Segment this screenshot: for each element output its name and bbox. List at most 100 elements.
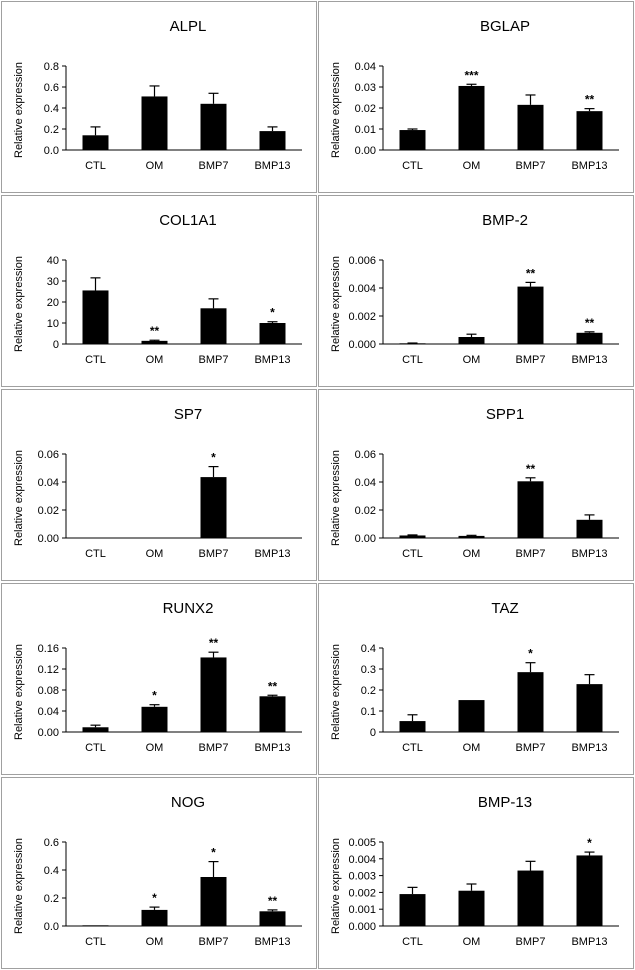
- x-category-label: BMP7: [516, 160, 546, 172]
- bar-bmp13: [259, 696, 286, 732]
- significance-marker: *: [211, 846, 216, 860]
- chart-title: COL1A1: [159, 212, 217, 229]
- bar-bmp13: [576, 855, 603, 926]
- x-category-label: BMP13: [571, 742, 607, 754]
- bar-bmp7: [517, 481, 544, 538]
- y-tick-label: 30: [47, 276, 59, 288]
- bar-ctl: [399, 721, 426, 732]
- significance-marker: **: [209, 636, 219, 650]
- bar-ctl: [82, 537, 109, 539]
- significance-marker: **: [268, 894, 278, 908]
- bar-om: [141, 706, 168, 732]
- bar-bmp7: [517, 672, 544, 732]
- y-tick-label: 0.4: [361, 643, 376, 655]
- y-tick-label: 0.04: [38, 706, 59, 718]
- y-tick-label: 0: [53, 339, 59, 351]
- x-category-label: OM: [463, 936, 481, 948]
- y-tick-label: 0.002: [348, 887, 376, 899]
- x-category-label: BMP7: [516, 354, 546, 366]
- chart-panel-bglap: BGLAP Relative expression 0.00 0.01 0.02 0.03…: [318, 1, 634, 193]
- x-category-label: OM: [463, 742, 481, 754]
- bar-bmp7: [200, 308, 227, 344]
- x-category-label: OM: [463, 160, 481, 172]
- y-axis-label: Relative expression: [330, 644, 342, 740]
- y-axis-label: Relative expression: [330, 62, 342, 158]
- y-tick-label: 0.12: [38, 664, 59, 676]
- y-axis-label: Relative expression: [330, 256, 342, 352]
- y-tick-label: 0.00: [355, 533, 376, 545]
- chart-title: BMP-2: [482, 212, 528, 229]
- bar-om: [141, 340, 168, 344]
- x-category-label: CTL: [85, 160, 106, 172]
- x-category-label: BMP13: [254, 742, 290, 754]
- y-tick-label: 0.000: [348, 921, 376, 933]
- significance-marker: ***: [464, 68, 478, 82]
- y-tick-label: 0.8: [44, 61, 59, 73]
- y-tick-label: 0.4: [44, 103, 59, 115]
- y-tick-label: 0.1: [361, 706, 376, 718]
- chart-svg: NOG Relative expression 0.0 0.2 0.4 0.6 CTL * OM…: [13, 794, 302, 948]
- y-axis-label: Relative expression: [13, 256, 25, 352]
- bar-bmp7: [200, 877, 227, 926]
- y-tick-label: 0.04: [355, 477, 376, 489]
- bar-bmp7: [517, 104, 544, 150]
- significance-marker: **: [585, 93, 595, 107]
- bar-om: [458, 890, 485, 926]
- y-axis-label: Relative expression: [13, 62, 25, 158]
- significance-marker: **: [268, 679, 278, 693]
- chart-panel-spp1: SPP1 Relative expression 0.00 0.02 0.04 0.06 C…: [318, 389, 634, 581]
- y-tick-label: 0.002: [348, 311, 376, 323]
- y-tick-label: 0.06: [38, 449, 59, 461]
- bar-ctl: [399, 130, 426, 150]
- y-axis-label: Relative expression: [13, 838, 25, 934]
- x-category-label: OM: [146, 548, 164, 560]
- x-category-label: BMP7: [516, 742, 546, 754]
- x-category-label: BMP13: [254, 936, 290, 948]
- y-tick-label: 0.16: [38, 643, 59, 655]
- y-tick-label: 0.00: [355, 145, 376, 157]
- chart-panel-col1a1: COL1A1 Relative expression 0 10 20 30 40 CTL ** O…: [1, 195, 317, 387]
- x-category-label: BMP7: [199, 160, 229, 172]
- x-category-label: BMP7: [199, 548, 229, 560]
- bar-om: [458, 535, 485, 538]
- bar-bmp7: [517, 870, 544, 926]
- x-category-label: CTL: [402, 936, 423, 948]
- y-tick-label: 0.6: [44, 837, 59, 849]
- x-category-label: CTL: [402, 548, 423, 560]
- chart-panel-runx2: RUNX2 Relative expression 0.00 0.04 0.08 0.12…: [1, 583, 317, 775]
- x-category-label: OM: [146, 742, 164, 754]
- y-tick-label: 0.3: [361, 664, 376, 676]
- y-tick-label: 0.02: [355, 103, 376, 115]
- y-tick-label: 0.004: [348, 854, 376, 866]
- bar-bmp13: [576, 684, 603, 732]
- chart-title: BGLAP: [480, 18, 530, 35]
- x-category-label: BMP7: [516, 936, 546, 948]
- chart-title: SP7: [174, 406, 202, 423]
- chart-title: BMP-13: [478, 794, 532, 811]
- y-tick-label: 0.02: [38, 505, 59, 517]
- x-category-label: BMP13: [571, 354, 607, 366]
- chart-svg: SP7 Relative expression 0.00 0.02 0.04 0.06 CT…: [13, 406, 302, 560]
- bar-om: [141, 96, 168, 150]
- significance-marker: *: [270, 306, 275, 320]
- x-category-label: OM: [146, 160, 164, 172]
- significance-marker: *: [152, 689, 157, 703]
- y-tick-label: 0.003: [348, 871, 376, 883]
- chart-svg: BMP-13 Relative expression 0.000 0.001 0.002…: [330, 794, 619, 948]
- y-axis-label: Relative expression: [330, 838, 342, 934]
- y-tick-label: 0.006: [348, 255, 376, 267]
- significance-marker: *: [152, 891, 157, 905]
- chart-panel-nog: NOG Relative expression 0.0 0.2 0.4 0.6 CTL * OM…: [1, 777, 317, 969]
- chart-panel-bmp-2: BMP-2 Relative expression 0.000 0.002 0.004 0…: [318, 195, 634, 387]
- chart-svg: RUNX2 Relative expression 0.00 0.04 0.08 0.12…: [13, 600, 302, 754]
- y-tick-label: 0.005: [348, 837, 376, 849]
- chart-title: SPP1: [486, 406, 524, 423]
- significance-marker: **: [150, 324, 160, 338]
- bar-om: [458, 700, 485, 732]
- x-category-label: OM: [146, 936, 164, 948]
- bar-ctl: [399, 343, 426, 345]
- bar-om: [141, 909, 168, 926]
- x-category-label: BMP7: [199, 354, 229, 366]
- chart-title: NOG: [171, 794, 205, 811]
- chart-title: RUNX2: [163, 600, 214, 617]
